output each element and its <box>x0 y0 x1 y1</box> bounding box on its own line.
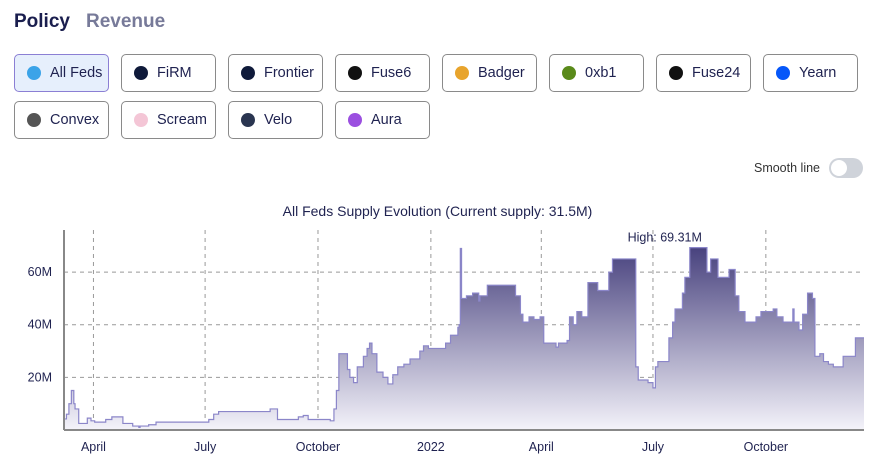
fuse-icon <box>348 66 362 80</box>
fed-button-badger[interactable]: Badger <box>442 54 537 92</box>
fed-button-label: Velo <box>264 112 293 128</box>
x-tick-label: July <box>194 440 217 454</box>
fuse-icon <box>669 66 683 80</box>
tab-revenue[interactable]: Revenue <box>85 11 166 32</box>
x-tick-label: July <box>642 440 665 454</box>
fed-button-label: Yearn <box>799 65 837 81</box>
x-tick-label: 2022 <box>417 440 445 454</box>
fed-button-0xb1[interactable]: 0xb1 <box>549 54 644 92</box>
toggle-knob <box>831 160 847 176</box>
smooth-line-label: Smooth line <box>753 161 820 175</box>
fed-button-label: Badger <box>478 65 525 81</box>
fed-button-firm[interactable]: FiRM <box>121 54 216 92</box>
supply-line <box>64 247 864 428</box>
tab-policy[interactable]: Policy <box>14 11 70 32</box>
0xb1-icon <box>562 66 576 80</box>
fed-button-aura[interactable]: Aura <box>335 101 430 139</box>
fed-button-label: All Feds <box>50 65 103 81</box>
fed-button-velo[interactable]: Velo <box>228 101 323 139</box>
supply-area <box>64 247 864 430</box>
scream-icon <box>134 113 148 127</box>
y-tick-label: 40M <box>28 318 52 332</box>
velo-icon <box>241 113 255 127</box>
frontier-icon <box>241 66 255 80</box>
convex-icon <box>27 113 41 127</box>
fed-button-fuse6[interactable]: Fuse6 <box>335 54 430 92</box>
fed-button-frontier[interactable]: Frontier <box>228 54 323 92</box>
y-tick-label: 60M <box>28 265 52 279</box>
x-tick-label: April <box>529 440 554 454</box>
fed-button-fuse24[interactable]: Fuse24 <box>656 54 751 92</box>
aura-icon <box>348 113 362 127</box>
x-tick-label: October <box>744 440 788 454</box>
fed-button-label: Frontier <box>264 65 314 81</box>
axes: 20M 40M 60M April July October 2022 April July Oc… <box>28 230 864 454</box>
y-tick-label: 20M <box>28 370 52 384</box>
smooth-line-control: Smooth line <box>754 158 863 178</box>
fed-button-label: FiRM <box>157 65 192 81</box>
fed-button-label: Fuse24 <box>692 65 741 81</box>
fed-button-label: 0xb1 <box>585 65 617 81</box>
firm-icon <box>134 66 148 80</box>
fed-button-all-feds[interactable]: All Feds <box>14 54 109 92</box>
smooth-line-toggle[interactable] <box>829 158 863 178</box>
fed-button-label: Convex <box>50 112 100 128</box>
x-tick-label: October <box>296 440 340 454</box>
fed-button-convex[interactable]: Convex <box>14 101 109 139</box>
high-annotation: High: 69.31M <box>628 231 702 245</box>
fed-button-label: Fuse6 <box>371 65 412 81</box>
chart-title: All Feds Supply Evolution (Current suppl… <box>282 203 593 219</box>
tabs: Policy Revenue <box>14 11 165 33</box>
fed-selector: All Feds FiRM Frontier Fuse6 Badger 0xb1 Fuse2… <box>14 54 874 139</box>
fed-button-scream[interactable]: Scream <box>121 101 216 139</box>
all-feds-icon <box>27 66 41 80</box>
yearn-icon <box>776 66 790 80</box>
badger-icon <box>455 66 469 80</box>
fed-button-yearn[interactable]: Yearn <box>763 54 858 92</box>
fed-button-label: Scream <box>157 112 207 128</box>
x-tick-label: April <box>81 440 106 454</box>
fed-button-label: Aura <box>371 112 402 128</box>
